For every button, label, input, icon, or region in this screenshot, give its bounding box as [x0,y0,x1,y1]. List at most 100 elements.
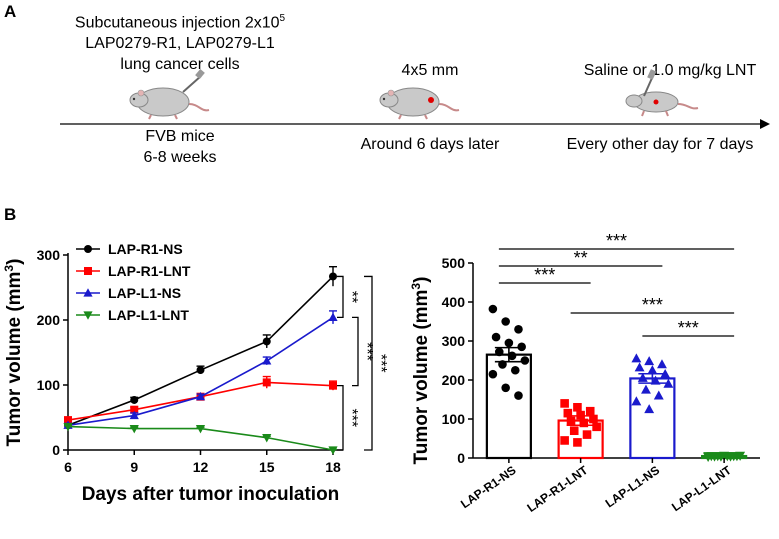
comparison-label: *** [678,318,699,338]
data-point-LAP-R1-LNT [64,416,72,425]
data-point-LAP-R1-NS [514,325,523,334]
series-line-LAP-R1-LNT [67,381,334,421]
tumor-volume-bar-chart: 0 100 200 300 400 500 Tumor volume (mm3) LAP-R1… [409,231,760,515]
mouse-icon [129,69,210,120]
injection-line-1: Subcutaneous injection 2x10 [74,14,280,32]
y-axis-label-close: ) [4,259,25,265]
y-axis-label-superscript: 3 [409,283,423,290]
significance-bracket [352,316,359,387]
y-axis-label: Tumor volume (mm3) [2,259,25,447]
data-point-LAP-L1-NS [641,384,651,394]
y-axis-label-close: ) [411,277,432,283]
data-point-LAP-L1-LNT [195,424,206,434]
data-point-LAP-R1-LNT [576,410,585,420]
data-point-LAP-R1-LNT [573,438,582,447]
significance-label-outer: *** [372,354,389,373]
significance-bracket [337,385,344,451]
mice-line-2: 6-8 weeks [143,149,217,166]
data-point-LAP-R1-NS [494,347,504,357]
timeline-arrowhead [760,119,770,129]
data-point-LAP-L1-LNT [735,451,746,461]
mouse-tumor-icon [379,87,460,120]
data-point-LAP-R1-NS [514,391,523,400]
data-point-LAP-R1-NS [262,337,271,346]
comparison-label: *** [534,265,555,285]
schedule-label: Every other day for 7 days [566,136,754,153]
category-label: LAP-L1-NS [603,463,662,510]
y-tick-label: 300 [37,247,61,263]
y-tick-label: 300 [442,333,466,349]
data-point-LAP-R1-LNT [560,399,569,408]
category-label: LAP-R1-NS [458,463,518,511]
data-point-LAP-L1-LNT [328,446,338,455]
data-point-LAP-L1-NS [634,362,645,372]
data-point-LAP-L1-NS [663,378,674,388]
panel-b-label: B [4,205,17,224]
data-point-LAP-L1-NS [644,356,655,366]
data-point-LAP-L1-NS [653,390,664,400]
data-point-LAP-R1-LNT [262,378,271,387]
mice-description: FVB mice 6-8 weeks [100,126,260,168]
data-point-LAP-R1-LNT [569,426,579,435]
data-point-LAP-L1-LNT [262,434,272,443]
timeline-graphic [60,69,770,129]
data-point-LAP-L1-NS [328,312,338,321]
tumor-size-label: 4x5 mm [401,62,459,79]
y-tick-label: 100 [37,377,61,393]
x-tick-label: 12 [193,459,209,475]
y-axis-label: Tumor volume (mm3) [409,277,432,465]
data-point-LAP-R1-NS [510,365,520,375]
data-point-LAP-L1-LNT [715,452,726,462]
y-axis-label-superscript: 3 [2,265,16,272]
data-point-LAP-R1-NS [501,383,510,393]
y-tick-label: 400 [442,294,466,310]
data-point-LAP-R1-NS [517,342,526,352]
tumor-growth-line-chart: 0 100 200 300 6 9 12 15 18 Days after tumor inocu… [2,241,389,505]
data-point-LAP-R1-LNT [563,408,573,418]
y-tick-label: 0 [457,450,465,466]
data-point-LAP-L1-NS [195,391,206,401]
mouse-injection-icon [625,69,699,117]
data-point-LAP-R1-LNT [592,422,601,432]
significance-bracket [337,275,344,319]
category-label: LAP-L1-LNT [669,463,734,515]
data-point-LAP-R1-LNT [585,406,595,416]
data-point-LAP-R1-LNT [130,405,139,414]
data-point-LAP-R1-LNT [329,381,337,390]
data-point-LAP-R1-NS [520,356,530,365]
legend-marker [84,245,92,253]
data-point-LAP-L1-NS [660,368,671,379]
data-point-LAP-L1-LNT [703,452,714,462]
data-point-LAP-L1-NS [262,356,272,365]
panel-a-label: A [4,2,17,21]
injection-superscript: 5 [279,13,286,24]
y-axis-label-main: Tumor volume (mm [4,272,25,447]
y-tick-label: 200 [442,372,466,388]
data-point-LAP-L1-LNT [129,424,139,434]
data-point-LAP-R1-NS [488,304,498,314]
treatment-label: Saline or 1.0 mg/kg LNT [583,62,757,79]
data-point-LAP-R1-NS [196,366,205,375]
data-point-LAP-L1-NS [129,410,139,420]
legend-label: LAP-R1-NS [108,241,183,257]
data-point-LAP-R1-NS [507,351,517,361]
y-tick-label: 100 [442,411,466,427]
timing-label: Around 6 days later [360,136,500,153]
data-point-LAP-R1-NS [329,272,337,281]
data-point-LAP-L1-LNT [725,452,736,462]
y-axis-label-main: Tumor volume (mm [411,290,432,465]
significance-label: ** [343,291,360,303]
x-tick-label: 6 [64,459,72,475]
injection-line-2: LAP0279-R1, LAP0279-L1 [85,35,275,53]
data-point-LAP-R1-NS [488,369,498,379]
legend-marker [83,311,93,320]
data-point-LAP-L1-LNT [63,423,73,432]
significance-bracket-outer [364,275,373,451]
data-point-LAP-L1-NS [657,359,667,369]
category-label: LAP-R1-LNT [524,463,590,515]
x-axis-label: Days after tumor inoculation [82,484,340,505]
x-tick-label: 9 [130,459,138,475]
data-point-LAP-R1-NS [130,395,139,404]
injection-description: Subcutaneous injection 2x105 LAP0279-R1,… [60,8,300,75]
y-tick-label: 200 [37,312,61,328]
